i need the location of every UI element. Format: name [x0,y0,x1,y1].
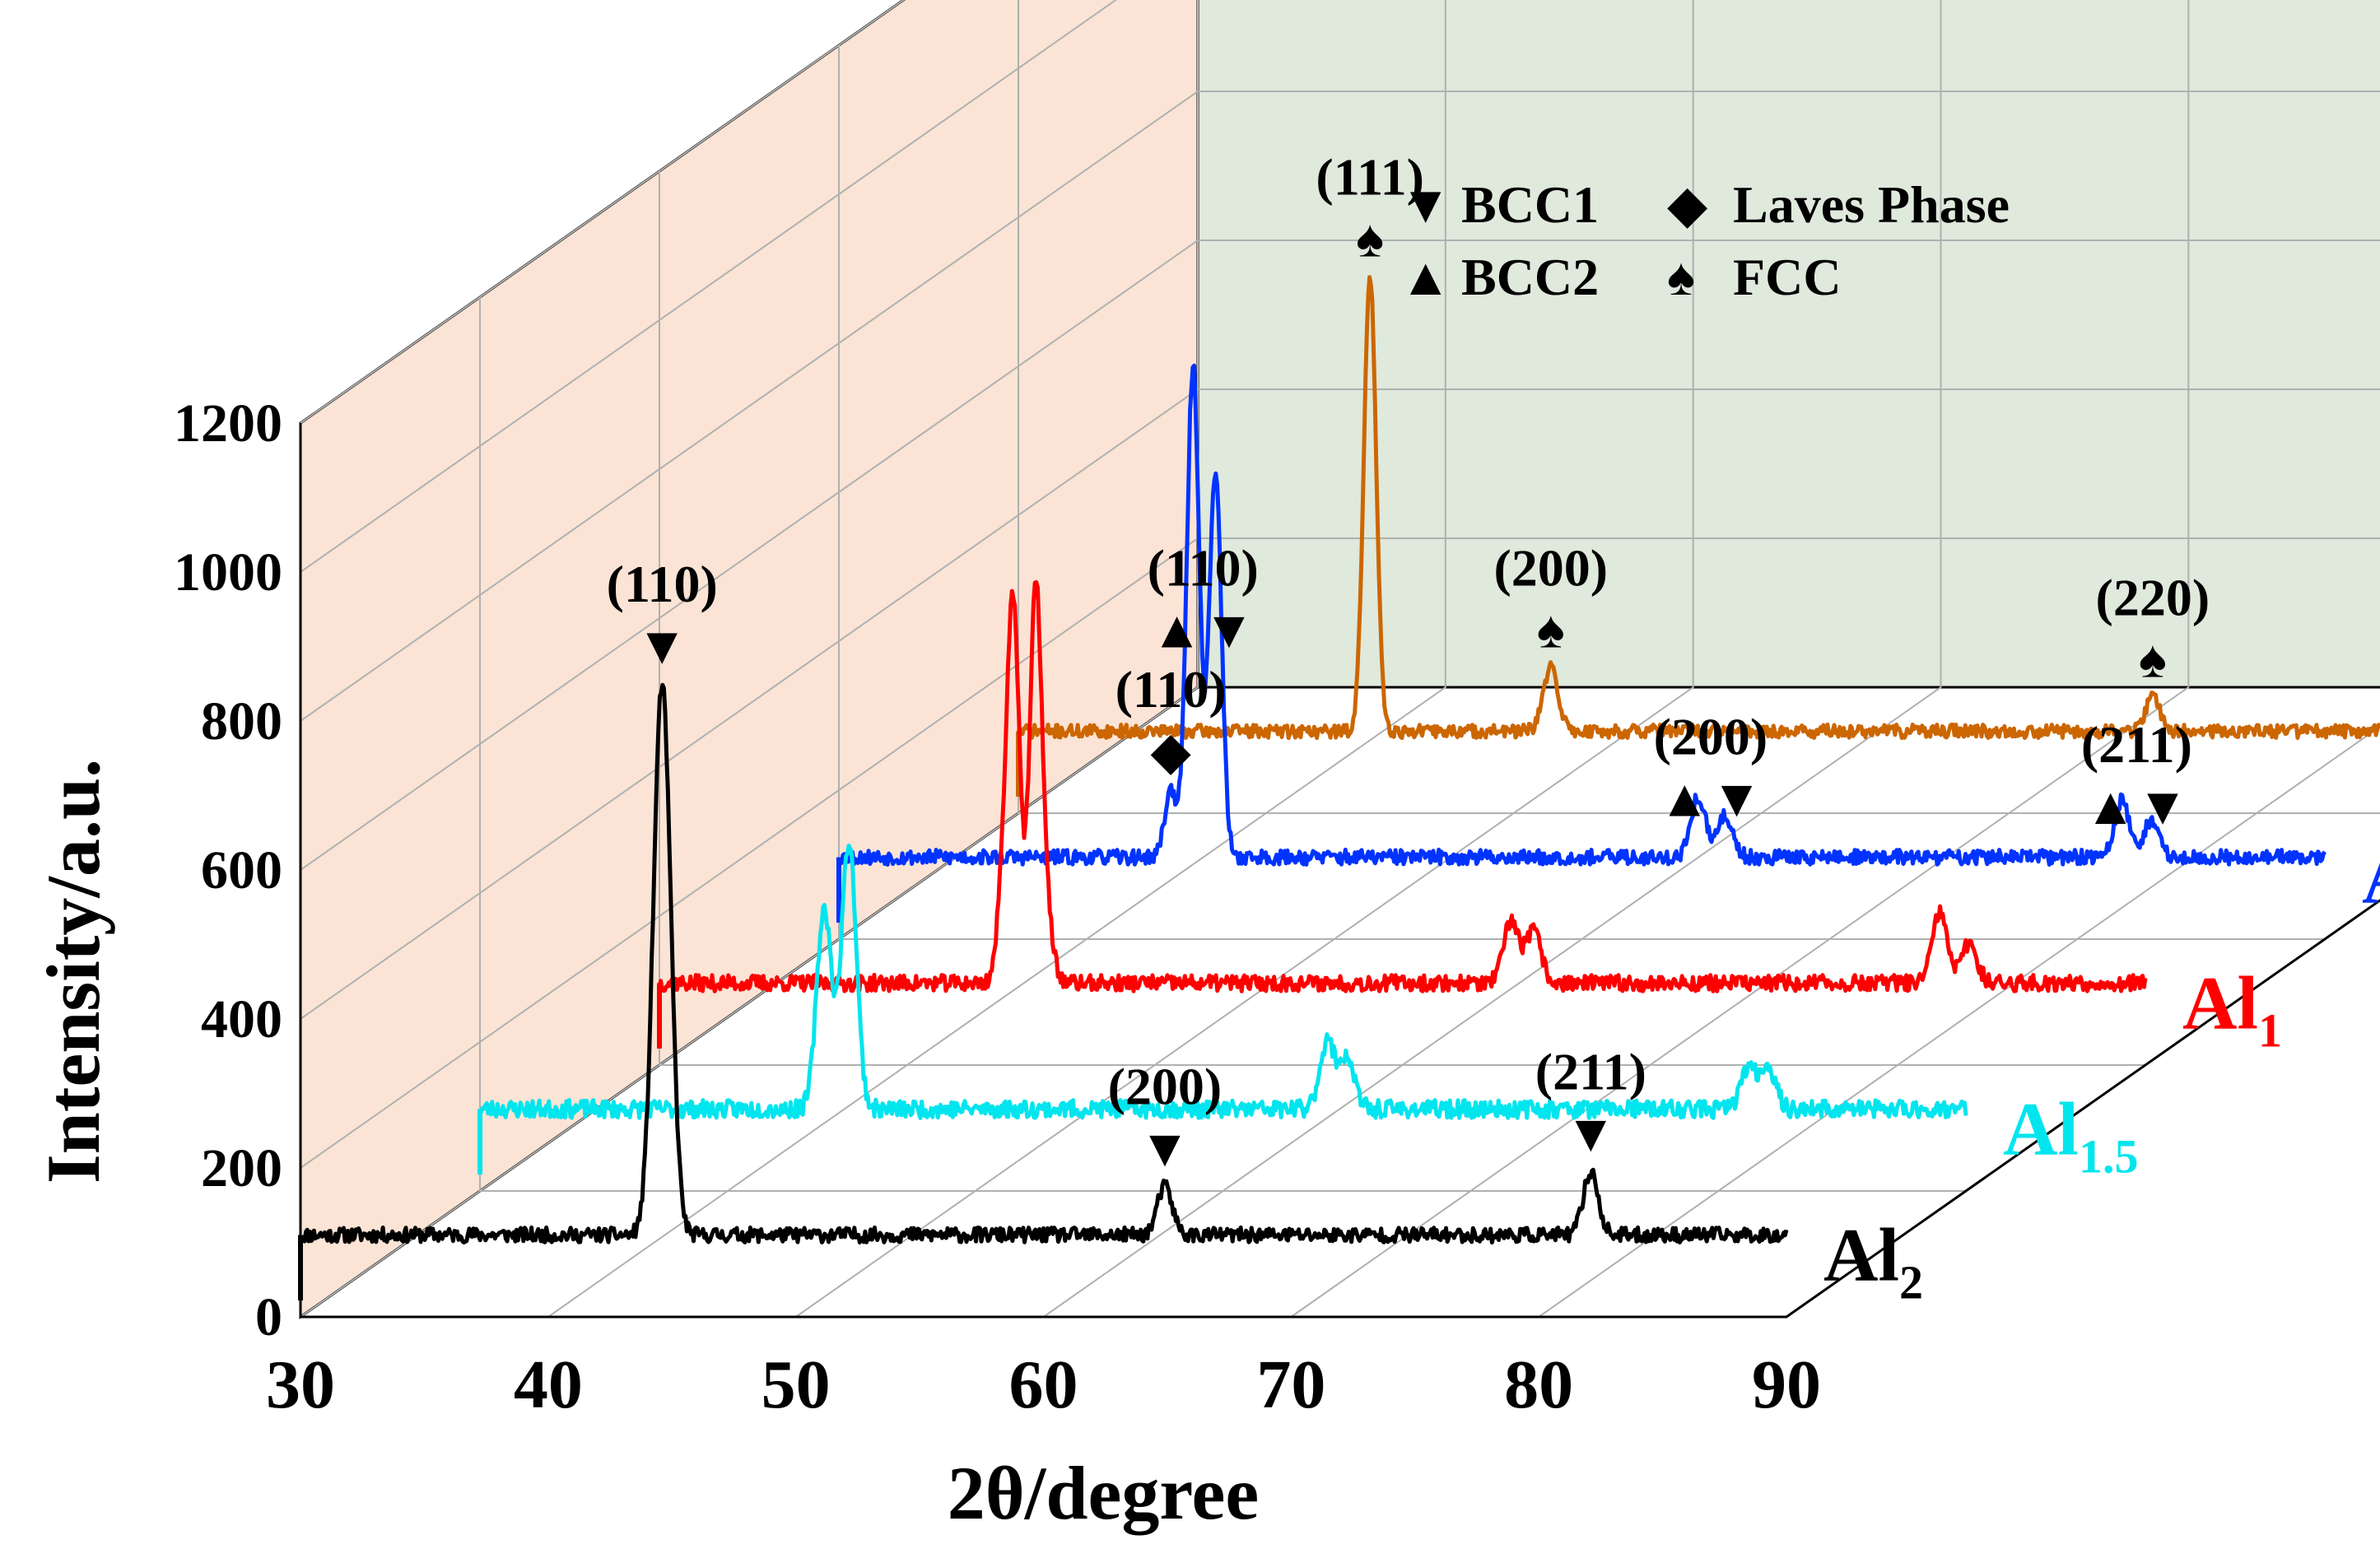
legend-label-fcc: FCC [1733,248,1842,306]
series-line-Al0.5 [836,363,2327,867]
axis-frame [299,423,2380,1319]
legend-label-bcc2: BCC2 [1461,248,1599,306]
annotation-label: (110) [1148,539,1259,598]
x-axis-ticks: 30 40 50 60 70 80 90 [266,1347,1821,1423]
annotation-marker: ♠ [1356,209,1384,267]
y-gridline [300,0,1118,573]
x-tick-label: 80 [1504,1347,1573,1423]
annotation-label: (211) [1535,1043,1646,1101]
series-label-Al1: Al1 [2182,961,2282,1057]
x-tick-label: 40 [514,1347,583,1423]
annotation-label: (110) [1115,660,1227,719]
series-line-Al2 [299,682,1789,1244]
series-label-Al1.5: Al1.5 [2003,1086,2139,1183]
annotation-marker: ▲▼ [2084,777,2189,835]
legend-symbol-bcc1: ▼ [1400,175,1451,234]
legend-symbol-fcc: ♠ [1667,248,1695,306]
annotation-label: (200) [1108,1058,1223,1116]
annotation-label: (220) [2096,569,2210,627]
annotation-label: (110) [607,555,718,613]
annotation-marker: ▲▼ [1151,601,1255,659]
x-tick-label: 50 [762,1347,831,1423]
x-tick-label: 70 [1256,1347,1325,1423]
legend: ▼ BCC1 ◆ Laves Phase ▲ BCC2 ♠ FCC [1400,175,2010,306]
x-tick-label: 60 [1009,1347,1078,1423]
series-label-Al0.5: Al0.5 [2362,835,2380,931]
y-tick-label: 200 [201,1138,282,1198]
annotation-marker: ▼ [636,616,688,675]
y-tick-label: 0 [255,1287,282,1347]
annotation-label: (111) [1316,147,1424,206]
series-line-Al1.5 [477,844,1968,1120]
chart-frame [299,423,2380,1319]
annotation-marker: ♠ [1537,601,1565,659]
y-tick-label: 600 [201,840,282,900]
peak-annotations: ▼(110)▼(200)▼(211)◆(110)▲▼(110)▲▼(200)▲▼… [607,147,2210,1177]
chart-walls [299,0,2380,1319]
x-gridline [1042,0,1942,1318]
annotation-marker: ▼ [1565,1105,1617,1163]
x-axis-title: 2θ/degree [948,1451,1259,1535]
annotation-label: (200) [1654,708,1768,766]
side-wall [299,0,1199,1319]
x-gridline [547,0,1446,1318]
series-line-Al1 [657,579,2148,993]
y-tick-label: 1200 [174,393,282,454]
y-tick-label: 400 [201,989,282,1049]
y-axis-title: Intensity/a.u. [31,759,115,1184]
x-tick-label: 90 [1752,1347,1821,1423]
series-lines [298,275,2380,1300]
series-label-Al2: Al2 [1823,1212,1923,1309]
x-gridline [300,0,1199,1318]
x-tick-label: 30 [266,1347,335,1423]
annotation-label: (211) [2081,715,2192,774]
y-tick-label: 800 [201,691,282,751]
legend-label-laves: Laves Phase [1733,175,2010,234]
annotation-marker: ◆ [1151,722,1192,780]
y-tick-label: 1000 [174,542,282,602]
legend-label-bcc1: BCC1 [1461,175,1599,234]
legend-symbol-bcc2: ▲ [1400,248,1451,306]
y-gridline [300,0,906,424]
annotation-label: (200) [1493,539,1608,598]
annotation-marker: ♠ [2139,630,2167,689]
series-line-Al0 [1016,275,2380,741]
annotation-marker: ▼ [1139,1119,1190,1178]
legend-symbol-laves: ◆ [1667,175,1708,234]
y-axis-ticks: 0 200 400 600 800 1000 1200 [174,393,282,1347]
annotation-marker: ▲▼ [1659,770,1763,828]
